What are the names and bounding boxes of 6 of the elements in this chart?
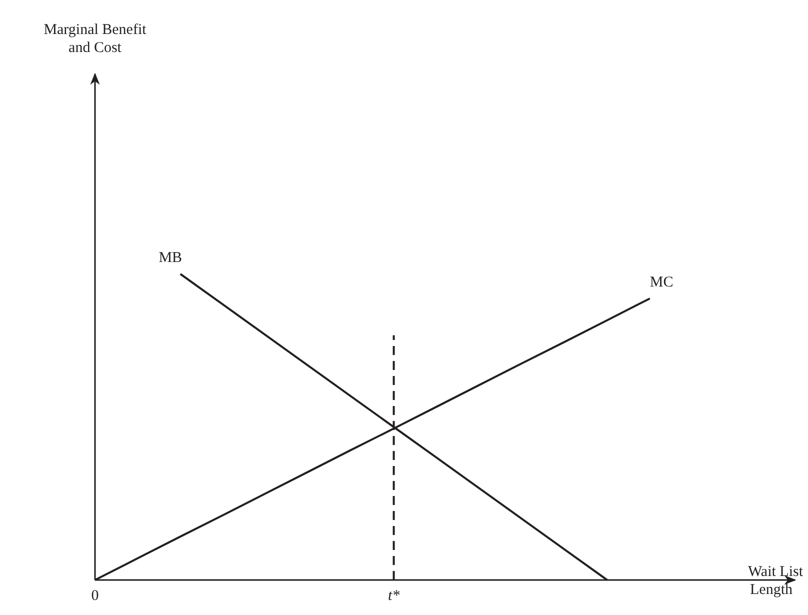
x-tick-label: 0 — [91, 588, 99, 604]
x-axis-title: Wait List Length — [748, 564, 804, 598]
text: Marginal Benefit and Cost — [44, 22, 148, 56]
series-label: MB — [158, 250, 182, 266]
series-label: MC — [650, 274, 674, 290]
x-tick-label: t* — [388, 588, 400, 604]
